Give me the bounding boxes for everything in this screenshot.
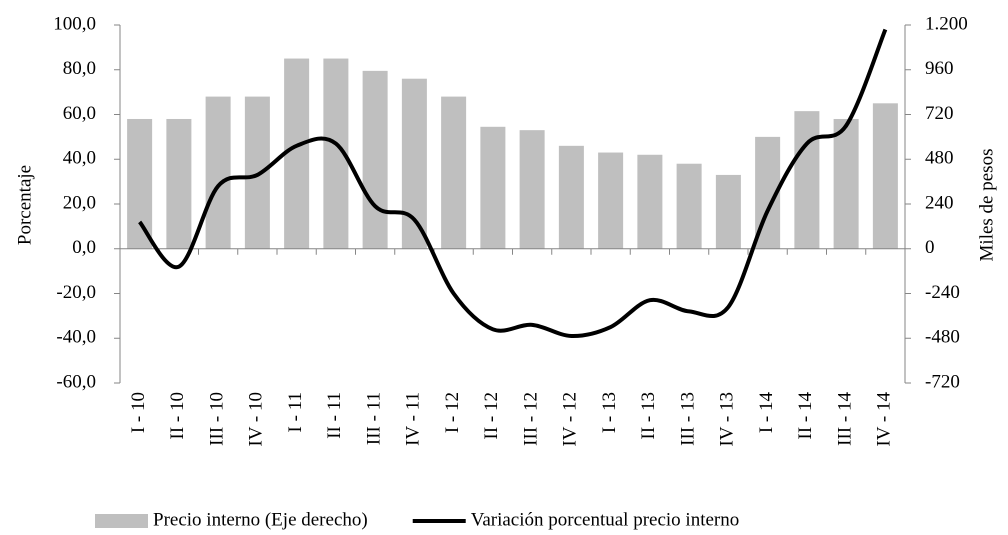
bar	[676, 163, 702, 249]
y-tick-label: 20,0	[63, 192, 96, 213]
bar	[441, 96, 467, 249]
x-tick-label: III - 11	[363, 392, 384, 445]
bar	[872, 103, 898, 249]
x-tick-label: II - 11	[324, 392, 345, 439]
bar	[480, 126, 506, 249]
bar	[715, 174, 741, 249]
y2-tick-label: 0	[925, 237, 935, 258]
bar	[166, 118, 192, 249]
y-tick-label: -40,0	[56, 327, 96, 348]
x-tick-label: II - 14	[795, 392, 816, 440]
y-axis-title: Porcentaje	[14, 165, 35, 245]
legend-label: Precio interno (Eje derecho)	[153, 509, 368, 530]
y2-axis-title: Miles de pesos	[976, 149, 997, 262]
y2-tick-label: -480	[925, 327, 960, 348]
y2-tick-label: -240	[925, 282, 960, 303]
bar	[794, 111, 820, 249]
line	[138, 28, 888, 339]
y-tick-label: 0,0	[72, 237, 96, 258]
y-tick-label: 40,0	[63, 148, 96, 169]
x-tick-label: IV - 11	[403, 392, 424, 446]
bar	[598, 152, 624, 249]
x-tick-label: II - 13	[638, 392, 659, 439]
bar	[205, 96, 231, 249]
x-tick-label: I - 11	[285, 392, 306, 432]
bar	[362, 70, 388, 249]
bar	[284, 58, 310, 249]
y2-tick-label: 480	[925, 148, 954, 169]
x-tick-label: IV - 13	[717, 392, 738, 447]
x-tick-label: IV - 14	[874, 392, 895, 447]
x-tick-label: III - 12	[520, 392, 541, 446]
x-tick-label: IV - 10	[246, 392, 267, 447]
legend-label: Variación porcentual precio interno	[471, 509, 740, 530]
y-tick-label: 80,0	[63, 58, 96, 79]
y-tick-label: -60,0	[56, 371, 96, 392]
x-tick-label: III - 10	[206, 392, 227, 446]
bar	[558, 145, 584, 249]
y-tick-label: 60,0	[63, 103, 96, 124]
x-tick-label: I - 10	[128, 392, 149, 433]
bar	[519, 130, 545, 249]
y2-tick-label: 720	[925, 103, 954, 124]
x-tick-label: III - 13	[677, 392, 698, 446]
bar	[127, 118, 153, 249]
x-tick-label: I - 14	[756, 392, 777, 434]
bar	[401, 78, 427, 249]
y-tick-label: 100,0	[53, 13, 96, 34]
x-tick-label: III - 14	[834, 392, 855, 446]
y2-tick-label: 1.200	[925, 13, 968, 34]
y2-tick-label: 960	[925, 58, 954, 79]
x-tick-label: I - 13	[599, 392, 620, 433]
x-tick-label: II - 12	[481, 392, 502, 439]
bar	[637, 154, 663, 249]
x-tick-label: I - 12	[442, 392, 463, 433]
y2-tick-label: 240	[925, 192, 954, 213]
y2-tick-label: -720	[925, 371, 960, 392]
x-tick-label: IV - 12	[560, 392, 581, 447]
bar	[833, 118, 859, 249]
legend-swatch	[95, 514, 148, 528]
x-tick-label: II - 10	[167, 392, 188, 439]
y-tick-label: -20,0	[56, 282, 96, 303]
